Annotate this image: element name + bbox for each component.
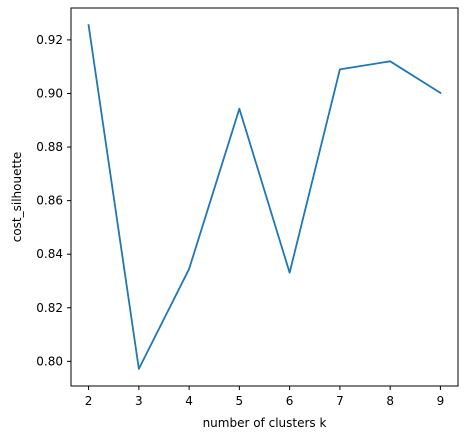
- y-tick-label: 0.80: [36, 354, 63, 368]
- series-line: [87, 24, 442, 370]
- y-axis-ticks: 0.80 0.82 0.84 0.86 0.88 0.90 0.92: [36, 33, 71, 368]
- x-tick-label: 5: [236, 394, 244, 408]
- y-tick-label: 0.84: [36, 247, 63, 261]
- x-axis-label: number of clusters k: [203, 416, 327, 430]
- x-tick-label: 9: [437, 394, 445, 408]
- x-tick-label: 2: [85, 394, 93, 408]
- y-tick-label: 0.92: [36, 33, 63, 47]
- x-tick-label: 7: [336, 394, 344, 408]
- x-tick-label: 3: [135, 394, 143, 408]
- x-tick-label: 6: [286, 394, 294, 408]
- plot-area: [87, 24, 442, 370]
- x-tick-label: 8: [386, 394, 394, 408]
- x-tick-label: 4: [185, 394, 193, 408]
- y-tick-label: 0.86: [36, 194, 63, 208]
- axes-frame: [70, 7, 459, 387]
- y-axis-label: cost_silhouette: [10, 152, 24, 243]
- y-tick-label: 0.90: [36, 86, 63, 100]
- y-tick-label: 0.88: [36, 140, 63, 154]
- y-tick-label: 0.82: [36, 301, 63, 315]
- x-axis-ticks: 2 3 4 5 6 7 8 9: [85, 386, 444, 408]
